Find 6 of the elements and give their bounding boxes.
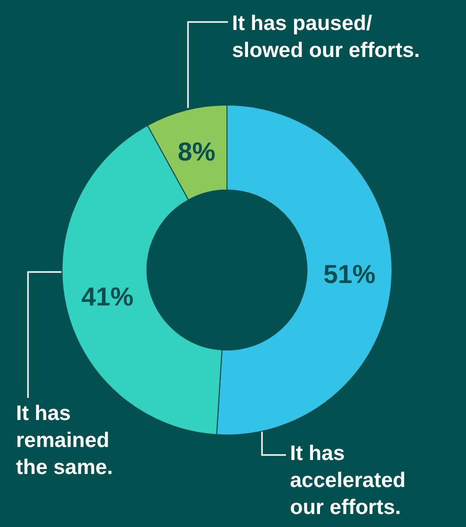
slice-label: It has remained the same. [16,402,116,479]
data-label: 51% [323,258,376,289]
slice-label: It has accelerated our efforts. [290,442,412,519]
data-label: 41% [81,282,134,312]
data-label: 8% [178,136,216,166]
slice-label: It has paused/ slowed our efforts. [232,12,420,62]
